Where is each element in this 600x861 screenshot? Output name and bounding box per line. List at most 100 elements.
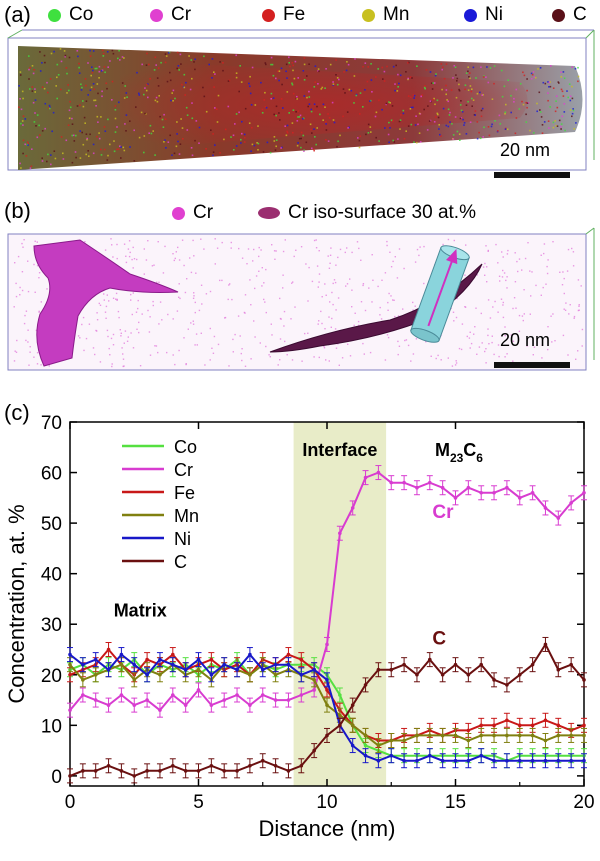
- panel-c-label: (c): [4, 400, 30, 425]
- data-point: [440, 485, 445, 490]
- data-point: [273, 662, 278, 667]
- data-point: [235, 693, 239, 697]
- y-tick-label: 30: [41, 615, 62, 636]
- series-ni: [67, 647, 587, 769]
- data-point: [145, 698, 149, 702]
- data-point: [415, 758, 419, 763]
- data-point: [68, 672, 72, 677]
- data-point: [312, 688, 316, 692]
- data-point: [325, 733, 329, 738]
- data-point: [350, 723, 355, 728]
- data-point: [402, 738, 406, 743]
- data-point: [440, 672, 445, 677]
- x-tick-label: 10: [316, 792, 337, 813]
- data-point: [273, 763, 278, 768]
- data-point: [363, 753, 368, 758]
- data-point: [530, 723, 535, 728]
- y-tick-label: 60: [41, 464, 62, 485]
- data-point: [183, 667, 188, 672]
- data-point: [517, 723, 522, 728]
- data-point: [363, 683, 368, 687]
- data-point: [492, 733, 496, 738]
- data-point: [556, 758, 561, 763]
- data-point: [479, 753, 484, 758]
- data-point: [517, 758, 522, 763]
- data-point: [325, 678, 329, 682]
- data-point: [402, 758, 406, 763]
- legend-b-item-0: Cr: [172, 202, 213, 224]
- data-point: [171, 763, 175, 768]
- data-point: [479, 723, 484, 728]
- legend-item-c: C: [552, 4, 587, 26]
- chart-legend: Co Cr Fe Mn Ni C: [122, 437, 199, 572]
- data-point: [543, 642, 548, 647]
- cr-isosurface-left: [33, 239, 179, 367]
- data-point: [196, 657, 201, 662]
- data-point: [158, 672, 162, 677]
- data-point: [93, 769, 98, 773]
- data-point: [68, 652, 72, 657]
- data-point: [209, 672, 214, 677]
- x-tick-label: 0: [65, 792, 76, 813]
- panel-b-scale-bar-label: 20 nm: [500, 330, 551, 350]
- concentration-profile-chart: 0 5 10 15 20 0 10 20 30 40 50 60 70 Distance (nm) Conc…: [4, 413, 595, 841]
- data-point: [273, 698, 278, 702]
- data-point: [543, 718, 548, 723]
- data-point: [363, 733, 368, 738]
- data-point: [209, 703, 214, 707]
- data-point: [145, 672, 149, 677]
- data-point: [389, 738, 394, 743]
- data-point: [338, 723, 342, 728]
- data-point: [248, 672, 252, 677]
- data-point: [556, 733, 561, 738]
- data-point: [530, 758, 535, 763]
- y-tick-label: 0: [51, 767, 62, 788]
- data-point: [453, 662, 458, 667]
- legend-item-cr: Cr: [150, 4, 191, 26]
- data-point: [132, 662, 137, 667]
- legend-marker: [258, 207, 280, 219]
- data-point: [248, 652, 252, 657]
- y-tick-label: 10: [41, 716, 62, 737]
- data-point: [106, 667, 111, 672]
- data-point: [530, 662, 535, 667]
- legend-item-fe: Fe: [262, 4, 305, 26]
- data-point: [505, 733, 509, 738]
- legend-item-ni: Ni: [464, 4, 503, 26]
- data-point: [466, 738, 471, 743]
- data-point: [132, 774, 137, 778]
- data-point: [158, 708, 162, 712]
- data-point: [260, 667, 265, 672]
- data-point: [222, 769, 226, 773]
- data-point: [132, 678, 137, 682]
- data-point: [479, 662, 484, 667]
- data-point: [440, 733, 445, 738]
- data-point: [543, 758, 548, 763]
- data-point: [350, 703, 355, 707]
- panel-b-scale-bar: 20 nm: [494, 330, 570, 368]
- panel-a-box-outline: [7, 37, 587, 171]
- legend-label: Cr: [171, 4, 192, 25]
- data-point: [556, 723, 561, 728]
- data-point: [81, 678, 85, 682]
- data-point: [582, 490, 586, 495]
- data-point: [517, 672, 522, 677]
- data-point: [299, 672, 304, 677]
- data-point: [93, 657, 98, 662]
- data-point: [158, 657, 162, 662]
- legend-label: Mn: [383, 4, 410, 25]
- data-point: [582, 723, 586, 728]
- data-point: [119, 652, 124, 657]
- data-point: [505, 758, 509, 763]
- legend-entry: Mn: [174, 506, 199, 526]
- data-point: [505, 485, 509, 490]
- legend-label: Cr iso-surface 30 at.%: [288, 202, 476, 223]
- legend-marker: [464, 8, 477, 22]
- data-point: [183, 769, 188, 773]
- panel-a-scale-bar-label: 20 nm: [500, 140, 551, 160]
- data-point: [376, 667, 381, 672]
- data-point: [505, 683, 509, 687]
- y-tick-label: 50: [41, 514, 62, 535]
- data-point: [479, 490, 484, 495]
- data-point: [312, 667, 316, 672]
